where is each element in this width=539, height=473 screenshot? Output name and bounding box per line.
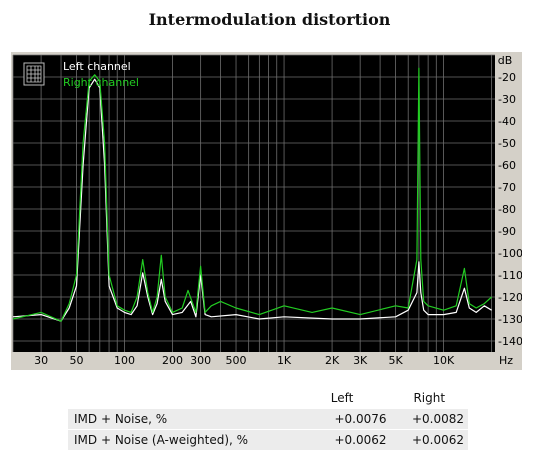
results-row-right: +0.0062 bbox=[390, 429, 468, 450]
results-header-right: Right bbox=[390, 388, 468, 409]
x-tick-label: 1K bbox=[277, 354, 292, 367]
spectrum-chart: 30 50 100 200 300 500 1K 2K 3K 5K 10K -20 -30 -40 -50… bbox=[12, 54, 522, 367]
series-left-channel bbox=[12, 78, 492, 322]
chart-frame: 30 50 100 200 300 500 1K 2K 3K 5K 10K -20 -30 -40 -50… bbox=[11, 52, 522, 370]
y-tick-label: -40 bbox=[498, 115, 516, 128]
results-row-left: +0.0062 bbox=[293, 429, 391, 450]
chart-title: Intermodulation distortion bbox=[148, 10, 391, 29]
x-tick-label: 300 bbox=[190, 354, 211, 367]
legend: Left channel Right channel bbox=[23, 60, 139, 89]
results-row: IMD + Noise, % +0.0076 +0.0082 bbox=[68, 408, 468, 430]
y-axis-unit: dB bbox=[498, 54, 513, 67]
x-tick-layer: 30 50 100 200 300 500 1K 2K 3K 5K 10K bbox=[34, 354, 455, 367]
results-header-empty bbox=[68, 388, 294, 409]
x-tick-label: 3K bbox=[353, 354, 368, 367]
results-row-left: +0.0076 bbox=[293, 408, 391, 430]
results-header-left: Left bbox=[293, 388, 391, 409]
y-tick-label: -90 bbox=[498, 225, 516, 238]
legend-icon-grid bbox=[26, 65, 42, 83]
y-tick-label: -130 bbox=[498, 313, 522, 326]
y-tick-label: -80 bbox=[498, 203, 516, 216]
y-tick-layer: -20 -30 -40 -50 -60 -70 -80 -90 -100 -110 -120 -130… bbox=[498, 71, 522, 348]
y-tick-label: -70 bbox=[498, 181, 516, 194]
results-row-label: IMD + Noise (A-weighted), % bbox=[68, 429, 294, 450]
x-tick-label: 2K bbox=[325, 354, 340, 367]
y-tick-label: -20 bbox=[498, 71, 516, 84]
x-tick-label: 500 bbox=[226, 354, 247, 367]
x-tick-label: 5K bbox=[388, 354, 403, 367]
x-tick-label: 10K bbox=[433, 354, 455, 367]
y-tick-label: -140 bbox=[498, 335, 522, 348]
results-row-right: +0.0082 bbox=[390, 408, 468, 430]
y-tick-label: -120 bbox=[498, 291, 522, 304]
plot-area bbox=[13, 55, 495, 352]
results-table: Left Right IMD + Noise, % +0.0076 +0.008… bbox=[68, 388, 468, 450]
legend-right-channel: Right channel bbox=[63, 76, 139, 89]
results-row-label: IMD + Noise, % bbox=[68, 408, 294, 430]
x-axis-unit: Hz bbox=[499, 354, 513, 367]
y-tick-label: -30 bbox=[498, 93, 516, 106]
y-tick-label: -60 bbox=[498, 159, 516, 172]
x-tick-label: 50 bbox=[69, 354, 83, 367]
y-tick-label: -50 bbox=[498, 137, 516, 150]
series-layer bbox=[12, 67, 493, 322]
x-tick-label: 200 bbox=[162, 354, 183, 367]
series-right-channel bbox=[12, 67, 493, 322]
y-tick-label: -100 bbox=[498, 247, 522, 260]
legend-left-channel: Left channel bbox=[63, 60, 131, 73]
grid-layer bbox=[12, 54, 495, 352]
results-row: IMD + Noise (A-weighted), % +0.0062 +0.0… bbox=[68, 429, 468, 450]
y-tick-label: -110 bbox=[498, 269, 522, 282]
x-tick-label: 100 bbox=[114, 354, 135, 367]
results-header-row: Left Right bbox=[68, 388, 468, 409]
x-tick-label: 30 bbox=[34, 354, 48, 367]
